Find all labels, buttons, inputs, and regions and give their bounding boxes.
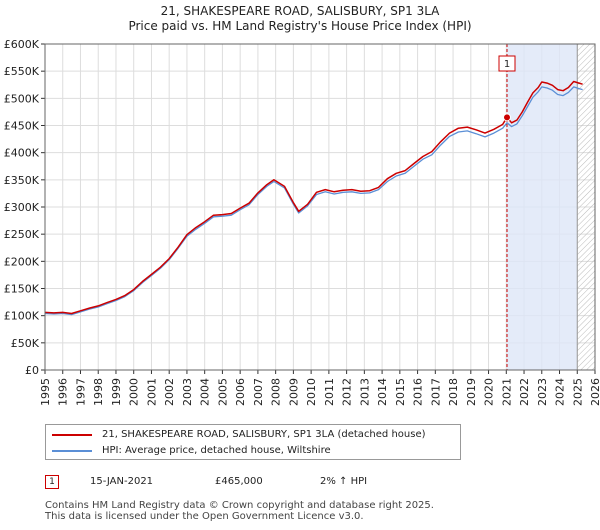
y-tick-label: £50K bbox=[11, 337, 40, 350]
y-tick-label: £500K bbox=[4, 92, 40, 105]
x-tick-label: 2017 bbox=[429, 378, 442, 406]
legend-label-hpi: HPI: Average price, detached house, Wilt… bbox=[102, 445, 331, 456]
legend-label-property: 21, SHAKESPEARE ROAD, SALISBURY, SP1 3LA… bbox=[102, 429, 426, 440]
transaction-hpi-change: 2% ↑ HPI bbox=[320, 476, 368, 487]
x-tick-label: 2013 bbox=[358, 378, 371, 406]
x-tick-label: 2019 bbox=[465, 378, 478, 406]
y-tick-label: £550K bbox=[4, 65, 40, 78]
sale-label: 1 bbox=[504, 59, 510, 70]
x-tick-label: 2006 bbox=[234, 378, 247, 406]
x-tick-label: 2024 bbox=[554, 378, 567, 406]
property-price-line bbox=[44, 80, 583, 315]
y-tick-label: £200K bbox=[4, 255, 40, 268]
x-tick-label: 2008 bbox=[270, 378, 283, 406]
y-tick-label: £100K bbox=[4, 310, 40, 323]
y-tick-label: £450K bbox=[4, 120, 40, 133]
x-tick-label: 2003 bbox=[181, 378, 194, 406]
x-tick-label: 2012 bbox=[341, 378, 354, 406]
x-tick-label: 2007 bbox=[252, 378, 265, 406]
post-sale-shade bbox=[507, 44, 578, 370]
x-tick-label: 2000 bbox=[128, 378, 141, 406]
y-tick-label: £300K bbox=[4, 201, 40, 214]
transaction-date: 15-JAN-2021 bbox=[90, 476, 154, 487]
x-tick-label: 2026 bbox=[589, 378, 600, 406]
x-tick-label: 2022 bbox=[518, 378, 531, 406]
x-tick-label: 2014 bbox=[376, 378, 389, 406]
x-tick-label: 2009 bbox=[287, 378, 300, 406]
chart-title: 21, SHAKESPEARE ROAD, SALISBURY, SP1 3LA bbox=[160, 4, 440, 18]
x-tick-label: 1998 bbox=[92, 378, 105, 406]
x-tick-label: 2015 bbox=[394, 378, 407, 406]
sale-point bbox=[503, 113, 511, 122]
x-tick-label: 1995 bbox=[39, 378, 52, 406]
y-tick-label: £250K bbox=[4, 228, 40, 241]
x-tick-label: 2025 bbox=[571, 378, 584, 406]
chart-subtitle: Price paid vs. HM Land Registry's House … bbox=[128, 19, 472, 33]
footer: Contains HM Land Registry data © Crown c… bbox=[45, 500, 434, 522]
y-tick-label: £600K bbox=[4, 38, 40, 51]
x-tick-label: 2001 bbox=[145, 378, 158, 406]
x-tick-label: 2023 bbox=[536, 378, 549, 406]
legend-swatch-property bbox=[52, 434, 92, 436]
x-tick-label: 2011 bbox=[323, 378, 336, 406]
y-tick-label: £350K bbox=[4, 174, 40, 187]
price-chart: 1 1995 1996 1997 1998 1999 2000 2001 2002 2003 20… bbox=[4, 38, 600, 406]
x-tick-label: 2016 bbox=[412, 378, 425, 406]
x-tick-label: 2020 bbox=[483, 378, 496, 406]
transaction-price: £465,000 bbox=[215, 476, 263, 487]
hpi-line bbox=[44, 86, 583, 316]
plot-border bbox=[44, 43, 596, 371]
legend: 21, SHAKESPEARE ROAD, SALISBURY, SP1 3LA… bbox=[45, 424, 461, 460]
transaction-badge: 1 bbox=[45, 475, 59, 489]
footer-copyright: Contains HM Land Registry data © Crown c… bbox=[45, 500, 434, 511]
future-hatch bbox=[577, 44, 595, 370]
x-tick-label: 2002 bbox=[163, 378, 176, 406]
sale-label-box bbox=[498, 55, 516, 72]
footer-licence: This data is licensed under the Open Gov… bbox=[45, 511, 364, 522]
x-tick-label: 1997 bbox=[74, 378, 87, 406]
x-tick-label: 2004 bbox=[199, 378, 212, 406]
legend-swatch-hpi bbox=[52, 450, 92, 452]
y-tick-label: £150K bbox=[4, 283, 40, 296]
x-tick-label: 2005 bbox=[216, 378, 229, 406]
y-tick-label: £400K bbox=[4, 147, 40, 160]
x-tick-label: 2018 bbox=[447, 378, 460, 406]
x-tick-label: 1999 bbox=[110, 378, 123, 406]
x-tick-label: 2021 bbox=[500, 378, 513, 406]
x-tick-label: 2010 bbox=[305, 378, 318, 406]
x-tick-label: 1996 bbox=[57, 378, 70, 406]
y-tick-label: £0 bbox=[25, 364, 39, 377]
